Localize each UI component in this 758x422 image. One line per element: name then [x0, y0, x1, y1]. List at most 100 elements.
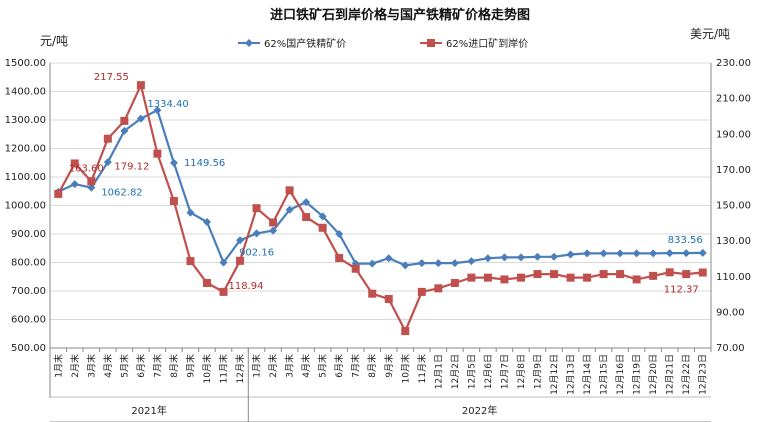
right-tick-label: 230.00 [716, 58, 751, 69]
point-domestic [698, 248, 707, 257]
point-import [169, 197, 178, 206]
point-import [368, 289, 377, 298]
legend-label-import: 62%进口矿到岸价 [446, 37, 528, 50]
point-domestic [368, 259, 377, 268]
category-label: 10月末 [201, 354, 213, 383]
axes [49, 63, 712, 422]
point-import [384, 295, 393, 304]
point-import [682, 270, 691, 279]
chart-title: 进口铁矿石到岸价格与国产铁精矿价格走势图 [270, 7, 530, 23]
category-label: 7月末 [350, 354, 362, 378]
point-domestic [384, 254, 393, 263]
point-import [318, 223, 327, 232]
category-label: 4月末 [300, 354, 312, 378]
category-label: 11月末 [218, 354, 230, 383]
category-label: 12月14日 [582, 354, 593, 395]
category-label: 6月末 [135, 354, 147, 378]
data-label: 112.37 [664, 285, 699, 296]
point-import [219, 287, 228, 296]
category-label: 12月末 [234, 354, 246, 383]
point-domestic [186, 208, 195, 217]
category-label: 12月8日 [516, 354, 527, 389]
point-domestic [87, 183, 96, 192]
category-label: 8月末 [168, 354, 180, 378]
series-group [54, 81, 707, 336]
data-label: 833.56 [668, 235, 703, 246]
data-label: 163.60 [69, 163, 104, 174]
category-label: 12月13日 [566, 354, 577, 395]
point-import [599, 270, 608, 279]
point-domestic [335, 230, 344, 238]
point-domestic [566, 250, 575, 259]
point-domestic [649, 249, 658, 258]
left-tick-label: 500.00 [11, 343, 46, 354]
point-domestic [401, 261, 410, 270]
point-import [516, 273, 525, 282]
right-tick-label: 210.00 [716, 94, 751, 105]
point-import [202, 278, 211, 287]
year-label: 2021年 [131, 404, 166, 417]
point-domestic [417, 259, 426, 268]
point-import [450, 278, 459, 287]
category-label: 9月末 [184, 354, 196, 378]
point-domestic [202, 218, 211, 227]
left-tick-label: 600.00 [11, 315, 46, 326]
category-label: 12月1日 [433, 354, 444, 389]
category-label: 5月末 [317, 354, 329, 378]
category-label: 12月12日 [549, 354, 560, 395]
category-label: 1月末 [52, 354, 64, 378]
legend-marker-domestic [245, 39, 253, 47]
data-label: 1334.40 [147, 99, 188, 110]
tick-labels: 500.00 600.00 700.00 800.00 900.00 1000.00 110… [5, 58, 751, 354]
category-label: 2月末 [267, 354, 279, 378]
category-label: 9月末 [383, 354, 395, 378]
point-domestic [318, 212, 327, 221]
point-import [566, 273, 575, 282]
year-labels: 2021年 2022年 [131, 348, 497, 422]
point-import [500, 275, 509, 284]
point-domestic [169, 158, 178, 167]
point-import [665, 268, 674, 277]
right-axis-unit: 美元/吨 [690, 27, 730, 41]
left-tick-label: 1300.00 [5, 115, 46, 126]
left-tick-label: 900.00 [11, 229, 46, 240]
right-tick-label: 130.00 [716, 236, 751, 247]
point-import [698, 268, 707, 277]
left-tick-label: 700.00 [11, 286, 46, 297]
category-label: 12月22日 [681, 354, 692, 395]
point-domestic [285, 205, 294, 214]
point-domestic [665, 249, 674, 258]
right-tick-label: 110.00 [716, 272, 751, 283]
data-label: 179.12 [114, 162, 149, 173]
point-domestic [682, 249, 691, 258]
point-domestic [599, 249, 608, 258]
point-import [153, 149, 162, 158]
category-label: 12月9日 [532, 354, 543, 389]
point-domestic [434, 259, 443, 268]
right-tick-label: 70.00 [716, 343, 745, 354]
category-label: 12月15日 [599, 354, 610, 395]
right-tick-label: 190.00 [716, 129, 751, 140]
category-label: 8月末 [366, 354, 378, 378]
left-tick-label: 1100.00 [5, 172, 46, 183]
point-import [583, 273, 592, 282]
right-tick-label: 170.00 [716, 165, 751, 176]
legend-marker-import [427, 39, 435, 47]
point-import [302, 213, 311, 222]
point-import [401, 327, 410, 336]
point-domestic [302, 198, 311, 207]
category-label: 4月末 [102, 354, 114, 378]
data-labels: 1062.82 1334.40 1149.56 902.16 833.56 163.60 2… [69, 72, 703, 295]
point-domestic [70, 180, 79, 189]
point-import [335, 254, 344, 263]
data-label: 118.94 [229, 281, 264, 292]
category-label: 12月23日 [698, 354, 709, 395]
point-import [649, 271, 658, 280]
left-tick-label: 1500.00 [5, 58, 46, 69]
category-label: 1月末 [251, 354, 263, 378]
legend-label-domestic: 62%国产铁精矿价 [264, 37, 346, 50]
right-tick-label: 90.00 [716, 307, 745, 318]
left-tick-label: 1200.00 [5, 144, 46, 155]
point-import [103, 134, 112, 143]
